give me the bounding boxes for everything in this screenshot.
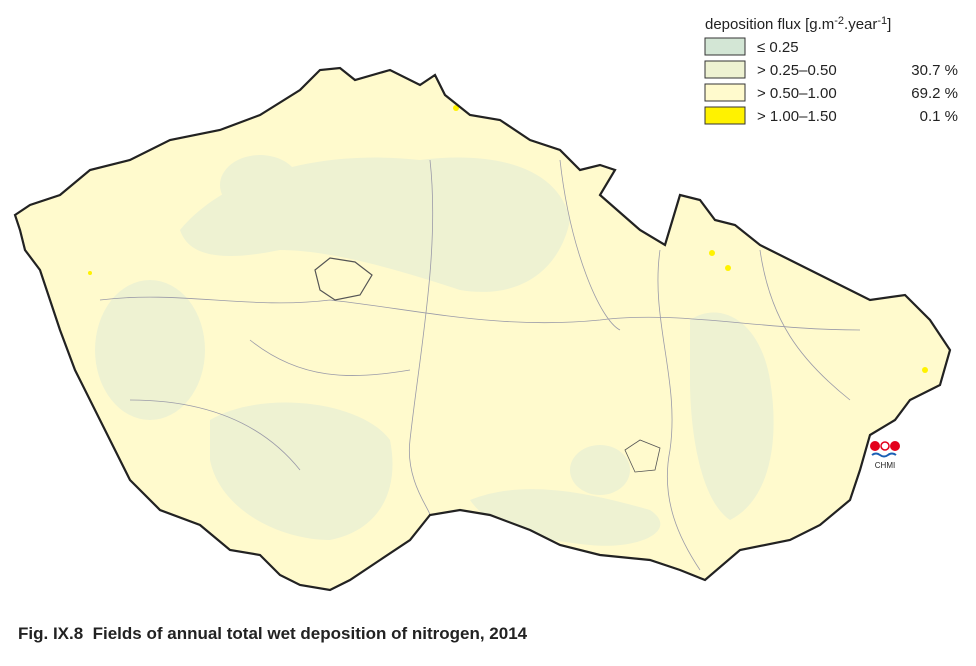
legend-title-text: .year [844,16,877,33]
legend-title-text: deposition flux [g.m [705,16,834,33]
legend-label: ≤ 0.25 [757,39,799,56]
legend-share: 30.7 % [911,62,958,79]
legend-swatch [704,60,746,79]
legend-title-sup: -2 [834,15,844,27]
caption: Fig. IX.8 Fields of annual total wet dep… [18,624,528,643]
legend-title: deposition flux [g.m-2.year-1] [705,15,891,33]
logo: CHMI [870,441,900,470]
legend-label: > 1.00–1.50 [757,108,837,125]
legend: deposition flux [g.m-2.year-1] ≤ 0.25 > … [704,15,958,125]
legend-share: 69.2 % [911,85,958,102]
legend-title-text: ] [887,16,891,33]
legend-share: 0.1 % [920,108,958,125]
legend-label: > 0.25–0.50 [757,62,837,79]
legend-title-sup: -1 [877,15,887,27]
legend-swatch [704,83,746,102]
legend-swatch [704,37,746,56]
logo-text: CHMI [875,461,895,470]
legend-swatch [704,106,746,125]
legend-label: > 0.50–1.00 [757,85,837,102]
